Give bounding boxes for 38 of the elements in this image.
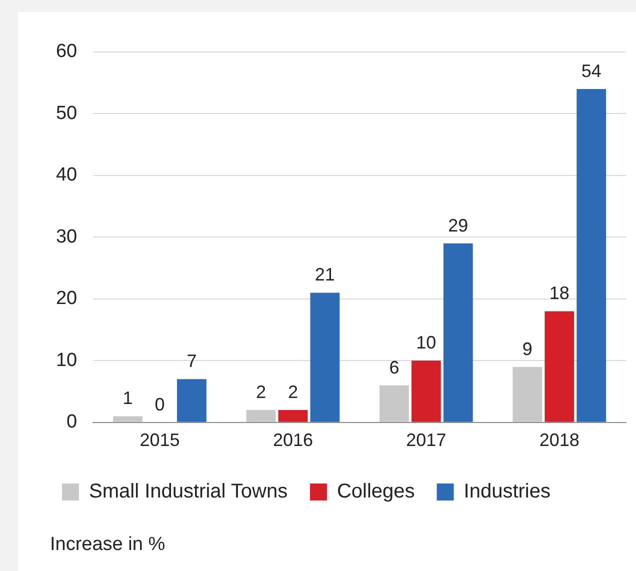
- bar: [278, 410, 308, 422]
- y-tick-label: 10: [56, 350, 78, 371]
- legend-label: Industries: [464, 480, 551, 503]
- bar: [512, 366, 542, 422]
- data-label: 1: [122, 388, 133, 408]
- bar: [246, 410, 276, 422]
- data-label: 29: [448, 215, 468, 236]
- y-tick-label: 20: [56, 288, 78, 310]
- x-tick-label: 2016: [272, 430, 313, 450]
- x-tick-label: 2017: [406, 430, 446, 450]
- text: Increase in %: [50, 534, 166, 556]
- data-label: 10: [416, 332, 436, 353]
- data-label: 2: [288, 382, 298, 402]
- y-tick-label: 60: [56, 41, 78, 62]
- bar: [177, 379, 206, 422]
- data-label: 18: [549, 283, 570, 304]
- y-tick-label: 30: [56, 226, 78, 248]
- bar: [443, 243, 473, 422]
- bar: [544, 311, 574, 422]
- bar: [379, 385, 409, 422]
- data-label: 0: [154, 394, 165, 414]
- data-label: 9: [522, 338, 532, 359]
- data-label: 2: [256, 382, 266, 402]
- bar: [310, 292, 340, 422]
- bar: [576, 89, 606, 422]
- legend-label: Colleges: [336, 480, 415, 503]
- data-label: 6: [389, 357, 400, 378]
- data-label: 7: [186, 351, 197, 372]
- x-tick-label: 2015: [140, 430, 180, 450]
- y-tick-label: 0: [66, 412, 78, 433]
- data-label: 54: [581, 61, 602, 82]
- x-tick-label: 2018: [539, 430, 580, 450]
- bar: [411, 360, 441, 422]
- y-tick-label: 50: [56, 102, 78, 124]
- y-tick-label: 40: [56, 164, 78, 186]
- bar: [113, 416, 142, 422]
- data-label: 21: [314, 264, 335, 285]
- legend-label: Small Industrial Towns: [89, 480, 288, 503]
